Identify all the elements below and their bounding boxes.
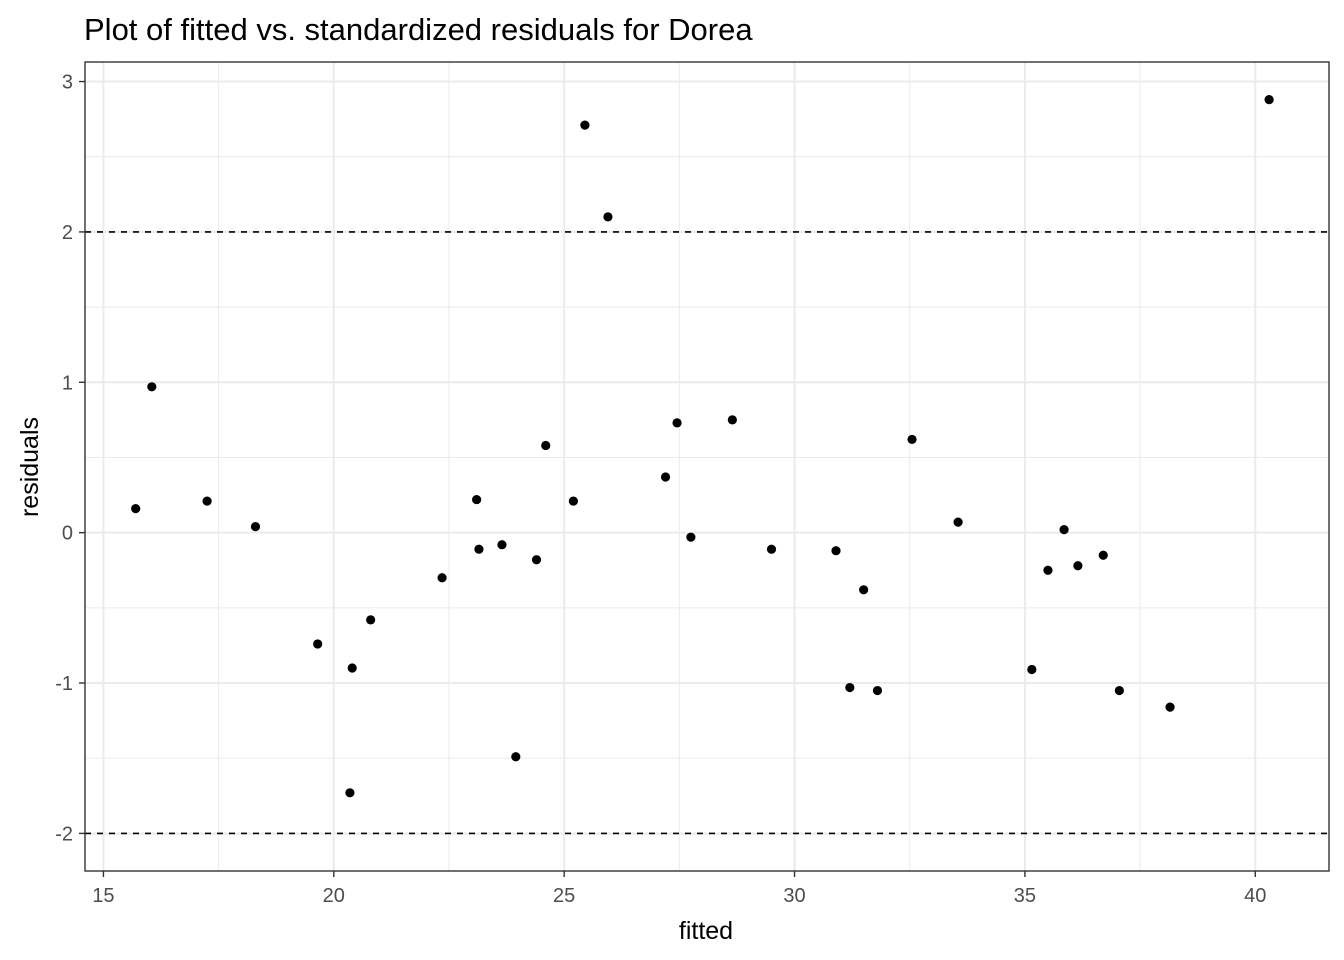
x-tick-label: 40	[1244, 885, 1266, 907]
data-point	[766, 544, 777, 554]
data-point	[660, 472, 671, 482]
data-point	[872, 685, 883, 696]
data-point	[953, 517, 963, 527]
data-point	[347, 663, 357, 673]
data-points	[131, 94, 1274, 798]
data-point	[603, 212, 613, 222]
y-tick-label: 3	[62, 72, 73, 94]
data-point	[131, 504, 141, 514]
data-point	[1073, 561, 1083, 571]
y-tick-label: 2	[62, 222, 73, 244]
data-point	[250, 522, 261, 532]
y-axis-ticks: -2 -1 0 1 2 3	[55, 72, 85, 845]
data-point	[845, 682, 855, 693]
data-point	[147, 382, 157, 392]
data-point	[580, 120, 590, 130]
y-tick-label: -2	[55, 823, 73, 845]
data-point	[1114, 685, 1124, 696]
data-point	[1059, 525, 1069, 535]
x-tick-label: 35	[1014, 885, 1036, 907]
data-point	[474, 544, 484, 554]
data-point	[531, 555, 542, 565]
data-point	[727, 415, 737, 425]
data-point	[472, 494, 482, 505]
x-axis-ticks: 15 20 25 30 35 40	[92, 871, 1266, 907]
y-axis-title: residuals	[16, 417, 44, 517]
data-point	[1165, 702, 1175, 712]
data-point	[437, 573, 447, 583]
data-point	[1098, 550, 1108, 560]
x-tick-label: 30	[783, 885, 805, 907]
y-tick-label: 0	[62, 523, 73, 545]
data-point	[831, 546, 841, 556]
x-tick-label: 15	[92, 885, 114, 907]
data-point	[366, 615, 376, 625]
data-point	[345, 788, 355, 798]
data-point	[497, 540, 507, 550]
data-point	[541, 440, 551, 451]
data-point	[1027, 664, 1037, 675]
data-point	[1264, 94, 1274, 105]
x-axis-title: fitted	[679, 917, 733, 945]
data-point	[511, 752, 521, 762]
data-point	[672, 418, 682, 428]
data-point	[568, 496, 578, 506]
y-tick-label: 1	[62, 372, 73, 394]
data-point	[686, 532, 696, 542]
data-point	[202, 496, 212, 506]
y-tick-label: -1	[55, 673, 73, 695]
x-tick-label: 20	[323, 885, 345, 907]
data-point	[907, 434, 917, 445]
data-point	[1043, 565, 1053, 575]
x-tick-label: 25	[553, 885, 575, 907]
panel-border	[84, 61, 1330, 872]
chart-title: Plot of fitted vs. standardized residual…	[84, 12, 753, 47]
data-point	[313, 639, 323, 649]
data-point	[859, 585, 869, 595]
grid-lines	[85, 62, 1329, 871]
reference-lines	[85, 231, 1329, 835]
